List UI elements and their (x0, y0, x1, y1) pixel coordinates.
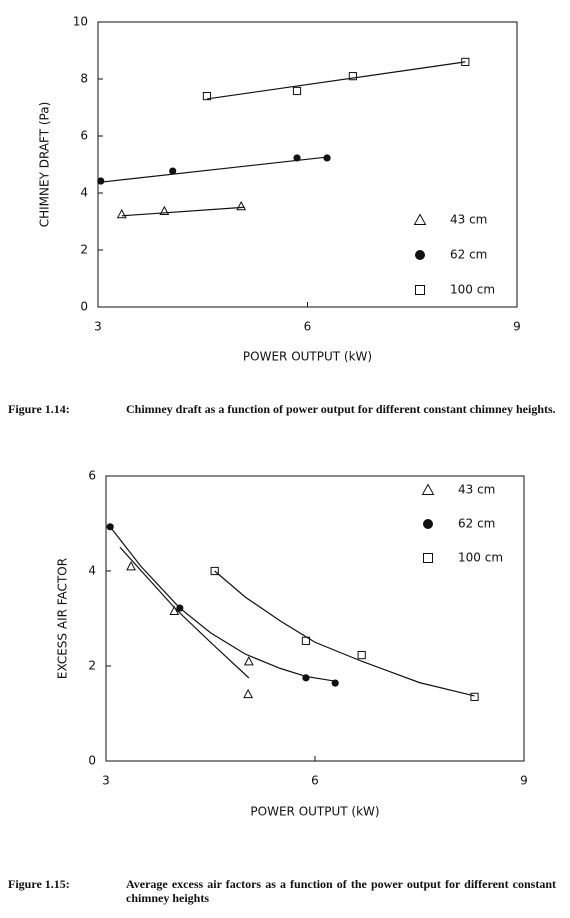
legend-marker (423, 553, 433, 563)
point (301, 636, 311, 645)
y-axis-label: EXCESS AIR FACTOR (56, 558, 70, 679)
x-axis-label: POWER OUTPUT (kW) (250, 805, 379, 819)
caption-label: Figure 1.15: (8, 877, 70, 891)
point (159, 205, 170, 216)
point (202, 92, 212, 101)
x-tick-label: 6 (311, 774, 319, 788)
legend-label: 62 cm (458, 517, 495, 531)
point (331, 679, 339, 687)
legend-label: 43 cm (458, 483, 495, 497)
point (176, 604, 184, 612)
point (126, 561, 137, 571)
legend-marker (423, 519, 433, 529)
y-tick-label: 6 (88, 469, 96, 483)
x-tick-label: 3 (102, 774, 110, 788)
y-tick-label: 8 (80, 72, 88, 86)
y-tick-label: 4 (88, 564, 96, 578)
caption-text: Average excess air factors as a function… (126, 877, 556, 905)
y-tick-label: 2 (88, 659, 96, 673)
point (243, 656, 254, 666)
fit-line (206, 61, 466, 100)
fit-line (214, 570, 475, 697)
x-tick-label: 9 (513, 320, 521, 334)
point (169, 605, 180, 615)
y-tick-label: 2 (80, 243, 88, 257)
fit-line (100, 156, 328, 183)
fit-line (119, 546, 250, 679)
x-tick-label: 6 (304, 320, 312, 334)
point (293, 154, 301, 162)
plot-frame (97, 21, 518, 308)
y-tick-label: 4 (80, 186, 88, 200)
point (470, 692, 479, 701)
point (97, 177, 105, 185)
legend-marker (415, 285, 425, 295)
legend-label: 62 cm (450, 248, 487, 262)
point (302, 674, 310, 682)
legend-marker (421, 483, 435, 495)
legend-label: 100 cm (450, 283, 495, 297)
y-tick-label: 0 (88, 754, 96, 768)
point (106, 523, 114, 531)
point (461, 57, 470, 66)
point (357, 650, 366, 660)
legend-marker (413, 213, 427, 225)
legend-marker (415, 250, 425, 260)
x-tick-label: 3 (94, 320, 102, 334)
legend-label: 43 cm (450, 213, 487, 227)
x-axis-label: POWER OUTPUT (kW) (243, 350, 372, 364)
point (323, 154, 331, 162)
point (348, 72, 357, 81)
point (116, 208, 127, 219)
x-tick-label: 9 (520, 774, 528, 788)
y-axis-label: CHIMNEY DRAFT (Pa) (38, 102, 52, 228)
y-tick-label: 6 (80, 129, 88, 143)
caption-label: Figure 1.14: (8, 402, 70, 416)
point (169, 167, 177, 175)
fit-line (121, 206, 245, 217)
y-tick-label: 10 (73, 15, 88, 29)
point (210, 566, 219, 576)
legend-label: 100 cm (458, 551, 503, 565)
point (236, 200, 247, 211)
point (243, 688, 254, 699)
y-tick-label: 0 (80, 300, 88, 314)
fit-line (109, 526, 336, 682)
point (292, 86, 302, 96)
caption-text: Chimney draft as a function of power out… (126, 402, 556, 416)
